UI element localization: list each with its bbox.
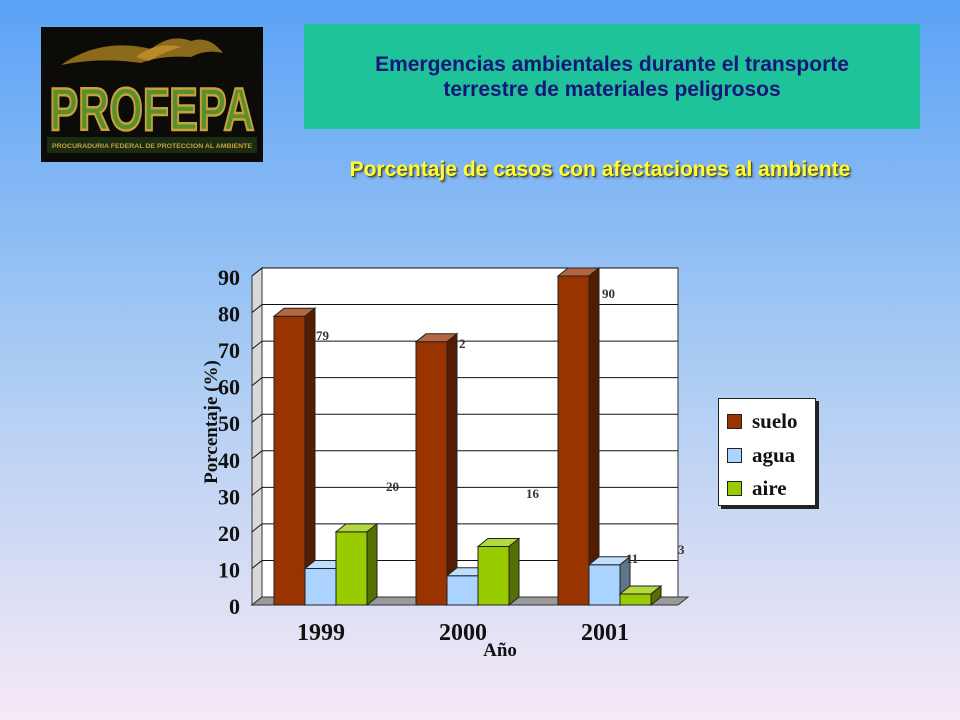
legend-swatch-aire — [727, 480, 742, 496]
bar-side-suelo-2001 — [588, 266, 600, 607]
gridline-side — [251, 450, 263, 460]
legend-item-aire: aire — [727, 476, 787, 500]
data-label-suelo-2000: 2 — [459, 336, 466, 351]
y-tick-label: 30 — [218, 484, 240, 509]
y-tick-label: 40 — [218, 448, 240, 473]
gridline-side — [251, 377, 263, 387]
gridline-side — [251, 523, 263, 533]
data-label-suelo-2001: 90 — [602, 286, 615, 301]
plot-side-wall — [251, 266, 263, 607]
gridline-side — [251, 560, 263, 569]
title-line-1: Emergencias ambientales durante el trans… — [375, 52, 849, 76]
bar-side-aire-1999 — [366, 522, 378, 607]
y-tick-label: 50 — [218, 411, 240, 436]
bar-aire-2001 — [619, 593, 652, 606]
chart-subtitle: Porcentaje de casos con afectaciones al … — [349, 158, 851, 181]
chart-legend: suelo agua aire — [718, 398, 816, 506]
legend-label-aire: aire — [752, 475, 787, 500]
y-axis-label: Porcentaje (%) — [201, 360, 222, 484]
bar-side-aire-2000 — [508, 537, 520, 607]
data-label-suelo-1999: 79 — [316, 328, 330, 343]
data-label-aire-2001: 3 — [678, 542, 685, 557]
bar-aire-2000 — [477, 546, 510, 606]
legend-swatch-agua — [727, 447, 742, 463]
gridline-side — [251, 413, 263, 423]
bar-agua-1999 — [304, 567, 337, 606]
logo-wordmark: PROFEPA — [50, 76, 255, 143]
data-label-aire-1999: 20 — [386, 479, 399, 494]
x-axis-label: Año — [483, 640, 517, 661]
bar-side-suelo-2000 — [446, 332, 458, 607]
gridline-side — [251, 304, 263, 313]
legend-label-agua: agua — [752, 442, 796, 467]
title-banner: Emergencias ambientales durante el trans… — [304, 24, 920, 129]
bar-aire-1999 — [335, 531, 368, 606]
x-tick-label: 2000 — [439, 620, 487, 646]
bar-side-aire-2001 — [650, 584, 662, 607]
data-label-aire-2000: 16 — [526, 486, 540, 501]
y-tick-label: 90 — [218, 265, 240, 290]
y-tick-label: 60 — [218, 375, 240, 400]
bar-suelo-2000 — [415, 341, 448, 606]
y-tick-label: 10 — [218, 557, 240, 582]
x-tick-label: 1999 — [297, 620, 345, 646]
gridline-side — [251, 486, 263, 496]
x-tick-label: 2001 — [581, 620, 629, 646]
bar-side-suelo-1999 — [304, 307, 316, 607]
data-label-agua-2001: 11 — [626, 551, 638, 566]
gridline-side — [251, 267, 263, 277]
gridline-side — [251, 340, 263, 350]
bar-agua-2000 — [446, 575, 479, 606]
legend-item-suelo: suelo — [727, 409, 798, 433]
y-tick-label: 80 — [218, 302, 240, 327]
y-tick-label: 70 — [218, 338, 240, 363]
y-tick-label: 0 — [229, 594, 240, 619]
plot-back-wall — [261, 267, 679, 598]
legend-swatch-suelo — [727, 413, 742, 429]
profepa-logo: PROFEPA PROCURADURIA FEDERAL DE PROTECCI… — [41, 27, 263, 162]
logo-subtext: PROCURADURIA FEDERAL DE PROTECCION AL AM… — [52, 144, 252, 150]
bar-suelo-2001 — [557, 275, 590, 606]
bar-agua-2001 — [588, 564, 621, 606]
title-line-2: terrestre de materiales peligrosos — [443, 77, 781, 101]
y-tick-label: 20 — [218, 521, 240, 546]
legend-label-suelo: suelo — [752, 408, 798, 433]
bar-suelo-1999 — [273, 315, 306, 606]
legend-item-agua: agua — [727, 443, 795, 467]
